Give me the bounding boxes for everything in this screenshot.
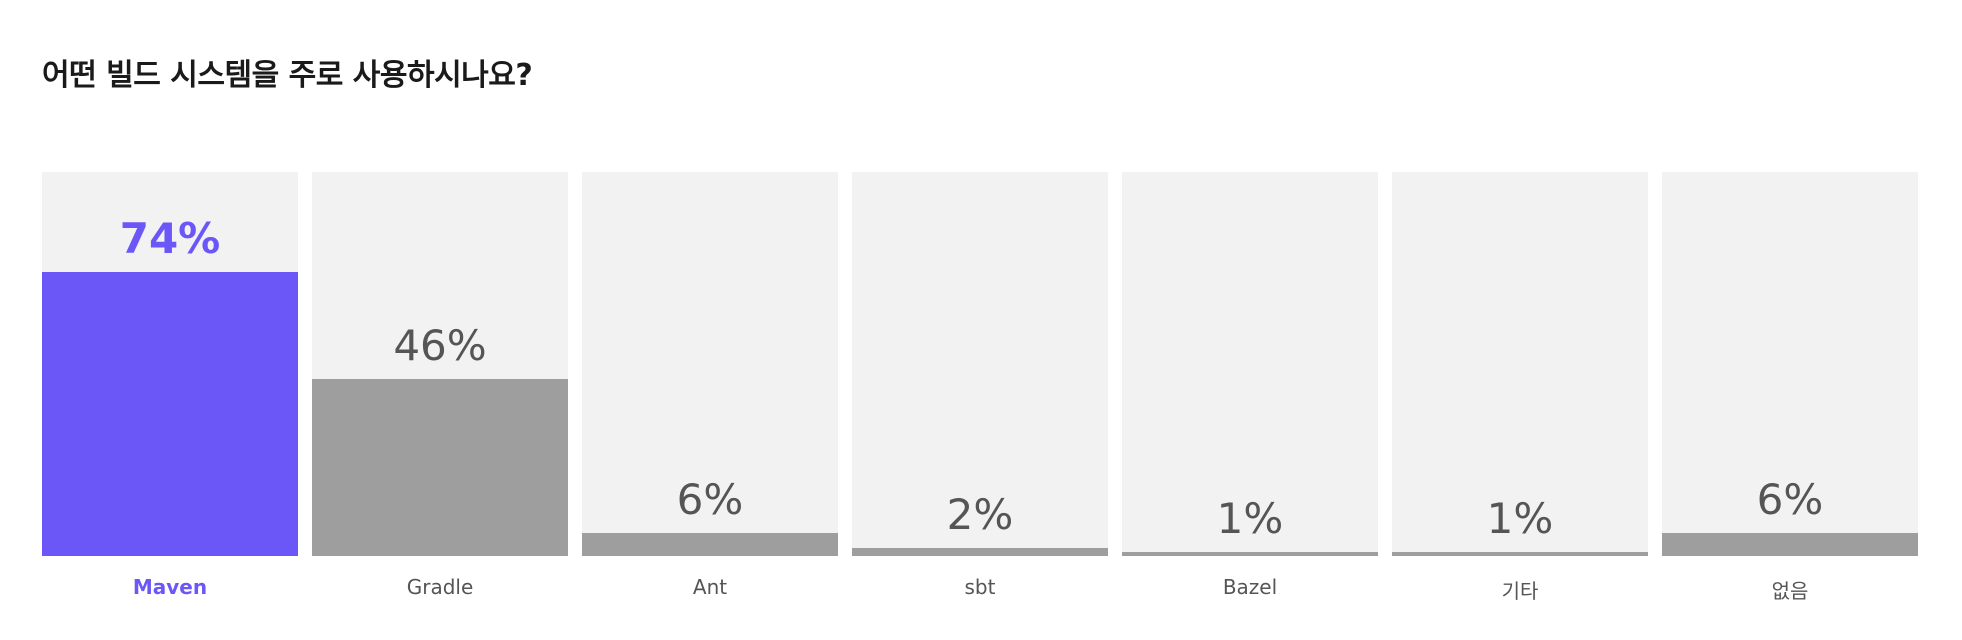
bar-track (1662, 172, 1918, 556)
bar-column-1: 46% Gradle (312, 172, 568, 612)
category-label: 기타 (1501, 579, 1539, 603)
category-label: Gradle (406, 575, 474, 599)
bar-track (1122, 172, 1378, 556)
bar-column-6: 6% 없음 (1662, 172, 1918, 612)
bar-column-2: 6% Ant (582, 172, 838, 612)
bar-column-3: 2% sbt (852, 172, 1108, 612)
bar-track (852, 172, 1108, 556)
bar-column-0: 74% Maven (42, 172, 298, 612)
bar (852, 548, 1108, 556)
bar-track (1392, 172, 1648, 556)
bar (42, 272, 298, 556)
bar-track (312, 172, 568, 556)
bar-value-label: 74% (119, 214, 221, 263)
category-label: 없음 (1771, 579, 1809, 603)
bar (582, 533, 838, 556)
category-label: Ant (692, 575, 728, 599)
category-label: Maven (132, 575, 208, 599)
bar-value-label: 6% (676, 475, 744, 524)
category-label: Bazel (1222, 575, 1278, 599)
bar-column-5: 1% 기타 (1392, 172, 1648, 612)
bar-track (582, 172, 838, 556)
bar (1662, 533, 1918, 556)
bar-column-4: 1% Bazel (1122, 172, 1378, 612)
bar (1122, 552, 1378, 556)
bar-value-label: 46% (393, 321, 487, 370)
bar-value-label: 2% (946, 490, 1014, 539)
bar (312, 379, 568, 556)
bar-chart: 74% Maven 46% Gradle 6% Ant 2% sbt 1% Bazel 1% 기타 6%… (42, 172, 1920, 612)
bar-track (42, 172, 298, 556)
bar-value-label: 1% (1486, 494, 1554, 543)
bar (1392, 552, 1648, 556)
bar-value-label: 6% (1756, 475, 1824, 524)
chart-title: 어떤 빌드 시스템을 주로 사용하시나요? (42, 58, 533, 93)
bar-value-label: 1% (1216, 494, 1284, 543)
category-label: sbt (964, 575, 996, 599)
